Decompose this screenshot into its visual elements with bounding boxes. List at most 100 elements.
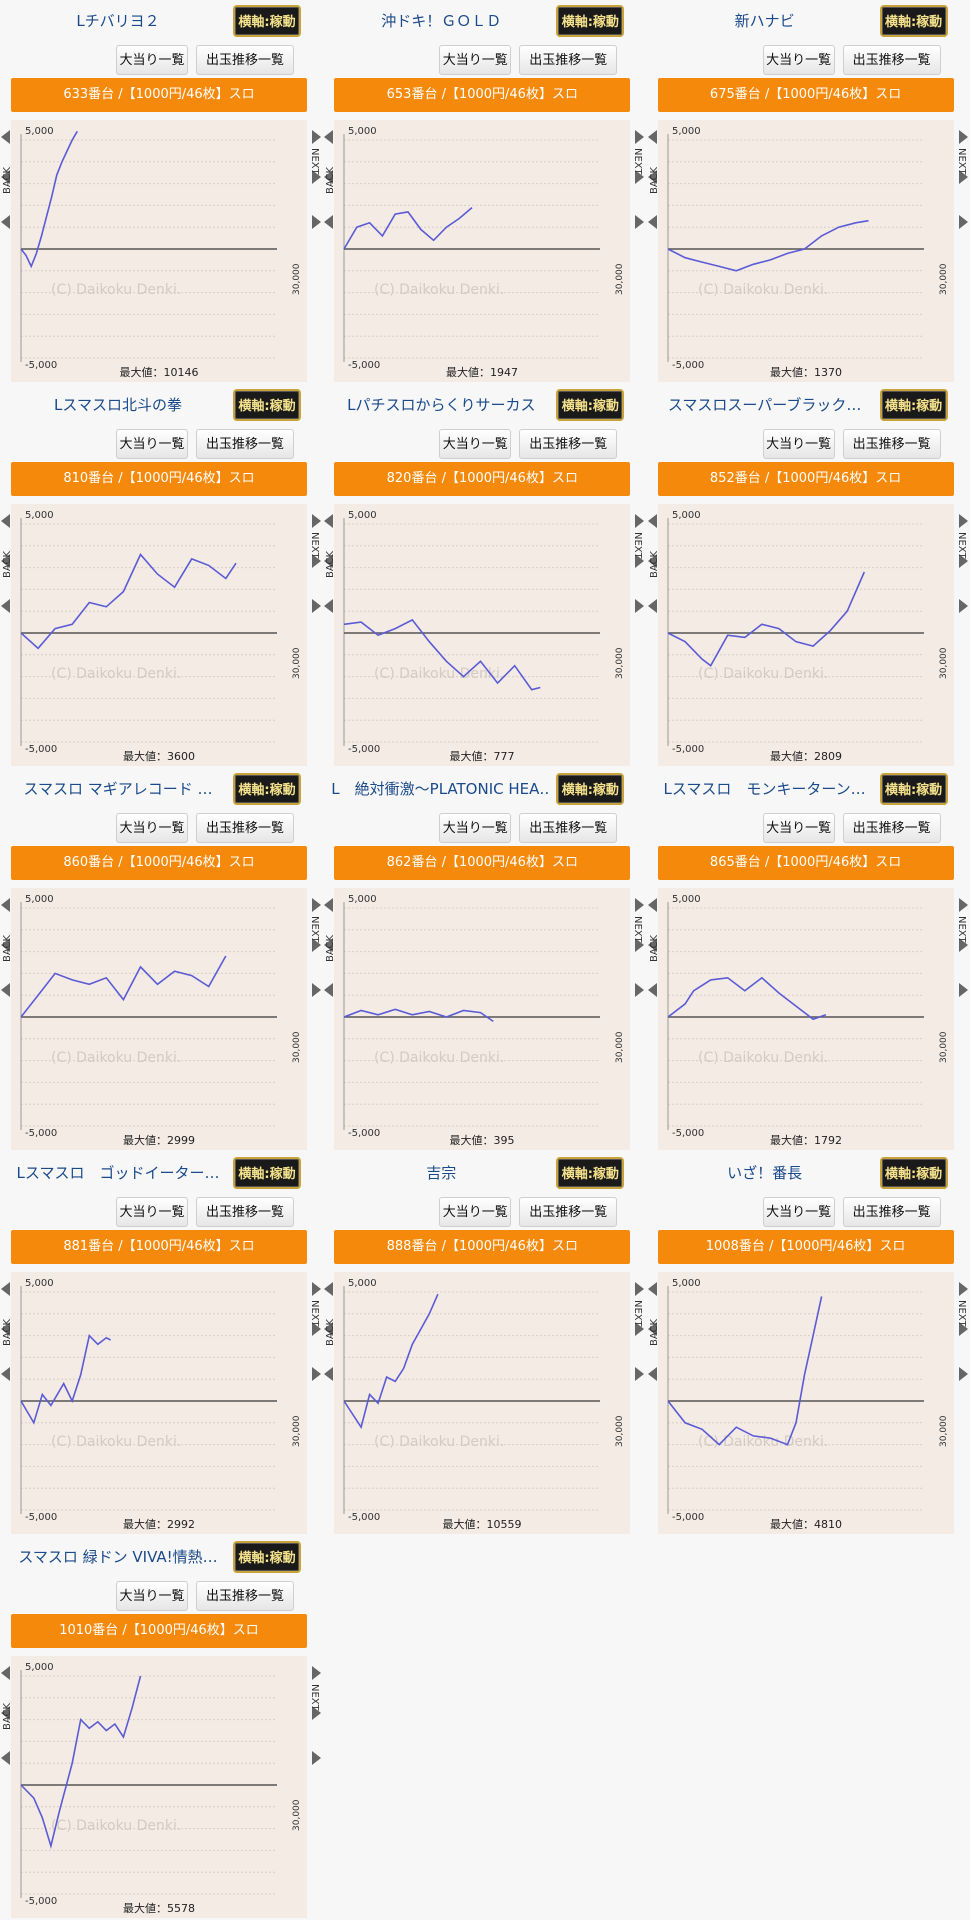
hits-list-button[interactable]: 大当り一覧: [116, 813, 188, 843]
watermark: (C) Daikoku Denki.: [374, 1434, 504, 1450]
hits-list-button[interactable]: 大当り一覧: [439, 1197, 512, 1227]
y-tick-bottom: -5,000: [25, 1896, 57, 1907]
axis-toggle-button[interactable]: 横軸:稼動: [879, 1157, 948, 1189]
machine-title[interactable]: Lスマスロ北斗の拳: [54, 396, 182, 414]
back-button[interactable]: BACK: [0, 898, 13, 1022]
next-button[interactable]: NEXT: [956, 514, 969, 638]
back-button[interactable]: BACK: [647, 514, 660, 638]
machine-number-bar[interactable]: 820番台 /【1000円/46枚】スロ: [334, 462, 631, 496]
hits-list-button[interactable]: 大当り一覧: [439, 45, 512, 75]
next-button[interactable]: NEXT: [309, 1666, 322, 1790]
next-arrow-icon: [312, 1322, 321, 1336]
hits-list-button[interactable]: 大当り一覧: [439, 429, 512, 459]
next-button[interactable]: NEXT: [309, 1282, 322, 1406]
next-arrow-icon: [312, 898, 321, 912]
back-button[interactable]: BACK: [647, 130, 660, 254]
trend-list-button[interactable]: 出玉推移一覧: [519, 813, 618, 843]
machine-title[interactable]: 新ハナビ: [734, 12, 795, 30]
machine-number-bar[interactable]: 860番台 /【1000円/46枚】スロ: [11, 846, 307, 880]
trend-list-button[interactable]: 出玉推移一覧: [519, 45, 618, 75]
hits-list-button[interactable]: 大当り一覧: [116, 1197, 188, 1227]
hits-list-button[interactable]: 大当り一覧: [762, 1197, 835, 1227]
machine-title[interactable]: 沖ドキ！ＧＯＬＤ: [381, 12, 502, 30]
machine-title[interactable]: Lチバリヨ２: [76, 12, 160, 30]
machine-number-bar[interactable]: 653番台 /【1000円/46枚】スロ: [334, 78, 631, 112]
next-button[interactable]: NEXT: [632, 130, 645, 254]
machine-title[interactable]: スマスロ マギアレコード …: [23, 780, 213, 798]
machine-number-bar[interactable]: 881番台 /【1000円/46枚】スロ: [11, 1230, 307, 1264]
trend-list-button[interactable]: 出玉推移一覧: [842, 813, 941, 843]
hits-list-button[interactable]: 大当り一覧: [762, 429, 835, 459]
axis-toggle-button[interactable]: 横軸:稼動: [556, 5, 625, 37]
hits-list-button[interactable]: 大当り一覧: [116, 1581, 188, 1611]
machine-number-bar[interactable]: 862番台 /【1000円/46枚】スロ: [334, 846, 631, 880]
hits-list-button[interactable]: 大当り一覧: [439, 813, 512, 843]
axis-toggle-button[interactable]: 横軸:稼動: [556, 389, 625, 421]
trend-list-button[interactable]: 出玉推移一覧: [842, 429, 941, 459]
hits-list-button[interactable]: 大当り一覧: [762, 45, 835, 75]
back-button[interactable]: BACK: [323, 514, 336, 638]
next-button[interactable]: NEXT: [956, 130, 969, 254]
trend-list-button[interactable]: 出玉推移一覧: [196, 429, 294, 459]
back-button[interactable]: BACK: [647, 1282, 660, 1406]
axis-toggle-button[interactable]: 横軸:稼動: [879, 773, 948, 805]
back-button[interactable]: BACK: [323, 898, 336, 1022]
machine-title[interactable]: L 絶対衝激～PLATONIC HEA…: [331, 780, 552, 798]
back-button[interactable]: BACK: [323, 1282, 336, 1406]
next-button[interactable]: NEXT: [309, 130, 322, 254]
hits-list-button[interactable]: 大当り一覧: [116, 45, 188, 75]
back-arrow-icon: [324, 898, 334, 912]
next-button[interactable]: NEXT: [632, 898, 645, 1022]
machine-title[interactable]: いざ！番長: [727, 1164, 803, 1182]
trend-list-button[interactable]: 出玉推移一覧: [196, 1581, 294, 1611]
hits-list-button[interactable]: 大当り一覧: [116, 429, 188, 459]
machine-number-bar[interactable]: 810番台 /【1000円/46枚】スロ: [11, 462, 307, 496]
axis-toggle-button[interactable]: 横軸:稼動: [879, 5, 948, 37]
axis-toggle-button[interactable]: 横軸:稼動: [233, 389, 301, 421]
next-button[interactable]: NEXT: [632, 514, 645, 638]
machine-number-bar[interactable]: 633番台 /【1000円/46枚】スロ: [11, 78, 307, 112]
hits-list-button[interactable]: 大当り一覧: [762, 813, 835, 843]
trend-list-button[interactable]: 出玉推移一覧: [196, 813, 294, 843]
next-button[interactable]: NEXT: [956, 898, 969, 1022]
axis-toggle-button[interactable]: 横軸:稼動: [556, 1157, 625, 1189]
machine-title[interactable]: スマスロ 緑ドン VIVA!情熱…: [18, 1548, 218, 1566]
back-button[interactable]: BACK: [323, 130, 336, 254]
next-button[interactable]: NEXT: [632, 1282, 645, 1406]
axis-toggle-button[interactable]: 横軸:稼動: [233, 1541, 301, 1573]
axis-toggle-button[interactable]: 横軸:稼動: [233, 5, 301, 37]
machine-title[interactable]: Lスマスロ モンキーターン…: [663, 780, 866, 798]
machine-number-bar[interactable]: 675番台 /【1000円/46枚】スロ: [657, 78, 954, 112]
axis-toggle-button[interactable]: 横軸:稼動: [879, 389, 948, 421]
machine-number-bar[interactable]: 1008番台 /【1000円/46枚】スロ: [657, 1230, 954, 1264]
trend-list-button[interactable]: 出玉推移一覧: [196, 45, 294, 75]
machine-number-bar[interactable]: 865番台 /【1000円/46枚】スロ: [657, 846, 954, 880]
machine-title[interactable]: Lパチスロからくりサーカス: [347, 396, 536, 414]
trend-list-button[interactable]: 出玉推移一覧: [842, 1197, 941, 1227]
machine-title[interactable]: スマスロスーパーブラック…: [667, 396, 862, 414]
machine-title[interactable]: Lスマスロ ゴッドイーター…: [16, 1164, 220, 1182]
axis-toggle-button[interactable]: 横軸:稼動: [556, 773, 625, 805]
watermark: (C) Daikoku Denki.: [51, 1818, 181, 1834]
next-button[interactable]: NEXT: [309, 898, 322, 1022]
machine-title[interactable]: 吉宗: [426, 1164, 457, 1182]
axis-toggle-button[interactable]: 横軸:稼動: [233, 773, 301, 805]
next-button[interactable]: NEXT: [309, 514, 322, 638]
machine-number-bar[interactable]: 852番台 /【1000円/46枚】スロ: [657, 462, 954, 496]
back-button[interactable]: BACK: [647, 898, 660, 1022]
machine-number-bar[interactable]: 1010番台 /【1000円/46枚】スロ: [11, 1614, 307, 1648]
back-arrow-icon: [324, 938, 334, 952]
back-button[interactable]: BACK: [0, 1282, 13, 1406]
next-label: NEXT: [633, 148, 643, 175]
trend-list-button[interactable]: 出玉推移一覧: [842, 45, 941, 75]
trend-list-button[interactable]: 出玉推移一覧: [519, 429, 618, 459]
trend-list-button[interactable]: 出玉推移一覧: [519, 1197, 618, 1227]
trend-list-button[interactable]: 出玉推移一覧: [196, 1197, 294, 1227]
machine-number-bar[interactable]: 888番台 /【1000円/46枚】スロ: [334, 1230, 631, 1264]
back-button[interactable]: BACK: [0, 514, 13, 638]
back-button[interactable]: BACK: [0, 1666, 13, 1790]
next-button[interactable]: NEXT: [956, 1282, 969, 1406]
back-arrow-icon: [1, 130, 10, 144]
back-button[interactable]: BACK: [0, 130, 13, 254]
axis-toggle-button[interactable]: 横軸:稼動: [233, 1157, 301, 1189]
